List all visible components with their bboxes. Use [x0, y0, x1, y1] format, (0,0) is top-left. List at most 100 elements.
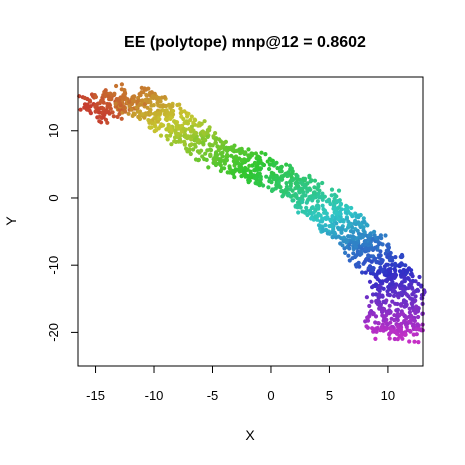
- data-point: [145, 105, 150, 110]
- data-point: [176, 139, 181, 144]
- data-point: [152, 129, 157, 134]
- data-point: [147, 119, 153, 124]
- data-point: [164, 133, 169, 139]
- data-point: [279, 189, 284, 194]
- data-point: [196, 123, 201, 128]
- data-point: [378, 253, 383, 258]
- data-point: [172, 139, 177, 144]
- data-point: [237, 147, 242, 152]
- data-point: [165, 137, 170, 142]
- data-point: [103, 88, 108, 93]
- data-point: [97, 119, 102, 124]
- data-point: [415, 322, 420, 327]
- data-point: [276, 180, 281, 185]
- data-point: [172, 135, 178, 140]
- data-point: [164, 117, 169, 123]
- data-point: [349, 205, 354, 211]
- data-point: [147, 109, 153, 114]
- data-point: [252, 168, 257, 173]
- data-point: [408, 320, 413, 325]
- data-point: [391, 293, 397, 298]
- data-point: [372, 229, 377, 234]
- x-tick-label: 0: [267, 388, 274, 403]
- data-point: [384, 262, 389, 267]
- data-point: [400, 287, 405, 292]
- data-point: [145, 99, 150, 104]
- data-point: [173, 130, 178, 135]
- data-point: [389, 262, 395, 267]
- data-point: [320, 180, 325, 186]
- data-point: [261, 183, 266, 188]
- data-point: [323, 215, 328, 220]
- data-point: [158, 133, 164, 138]
- data-point: [193, 130, 199, 136]
- data-point: [354, 236, 359, 241]
- data-point: [287, 192, 292, 198]
- data-point: [375, 325, 380, 331]
- data-point: [117, 98, 122, 103]
- data-point: [211, 134, 216, 139]
- data-point: [300, 199, 305, 205]
- data-point: [85, 107, 90, 112]
- data-point: [329, 224, 334, 229]
- data-point: [339, 228, 344, 234]
- data-point: [245, 158, 250, 163]
- data-point: [203, 151, 208, 156]
- data-point: [344, 216, 349, 221]
- data-point: [377, 279, 383, 284]
- data-point: [123, 91, 128, 96]
- data-point: [171, 108, 176, 114]
- data-point: [185, 134, 190, 139]
- data-point: [191, 120, 196, 126]
- data-point: [261, 162, 266, 168]
- data-point: [387, 332, 392, 337]
- data-point: [82, 95, 87, 101]
- data-point: [119, 82, 124, 87]
- data-point: [78, 107, 83, 112]
- data-point: [213, 137, 218, 142]
- data-point: [387, 252, 392, 257]
- data-point: [307, 208, 312, 213]
- data-point: [342, 246, 347, 251]
- data-point: [393, 330, 398, 335]
- data-point: [340, 243, 345, 248]
- data-point: [422, 289, 427, 295]
- data-point: [99, 98, 104, 103]
- x-tick-label: -15: [86, 388, 105, 403]
- data-point: [111, 114, 116, 119]
- x-tick-label: -10: [145, 388, 164, 403]
- data-point: [96, 106, 101, 112]
- data-point: [336, 206, 341, 211]
- data-point: [400, 336, 405, 341]
- data-point: [392, 336, 397, 342]
- data-point: [233, 167, 238, 172]
- data-point: [400, 262, 405, 267]
- data-point: [347, 242, 352, 247]
- data-point: [330, 214, 335, 219]
- data-point: [313, 215, 318, 220]
- data-point: [377, 292, 382, 297]
- data-point: [374, 260, 379, 265]
- data-point: [168, 125, 173, 131]
- data-point: [370, 285, 375, 290]
- data-point: [408, 314, 413, 319]
- data-point: [378, 241, 383, 246]
- data-point: [374, 272, 379, 277]
- data-point: [224, 156, 229, 161]
- data-point: [288, 187, 293, 192]
- data-point: [402, 279, 407, 284]
- x-tick-label: -5: [207, 388, 219, 403]
- data-point: [175, 102, 180, 108]
- data-point: [341, 235, 347, 240]
- data-point: [404, 268, 409, 273]
- data-point: [416, 340, 421, 345]
- data-point: [113, 101, 118, 106]
- data-point: [300, 209, 305, 214]
- data-point: [158, 104, 163, 109]
- data-point: [373, 320, 378, 325]
- data-point: [140, 98, 145, 103]
- data-point: [288, 181, 293, 186]
- data-point: [267, 166, 272, 172]
